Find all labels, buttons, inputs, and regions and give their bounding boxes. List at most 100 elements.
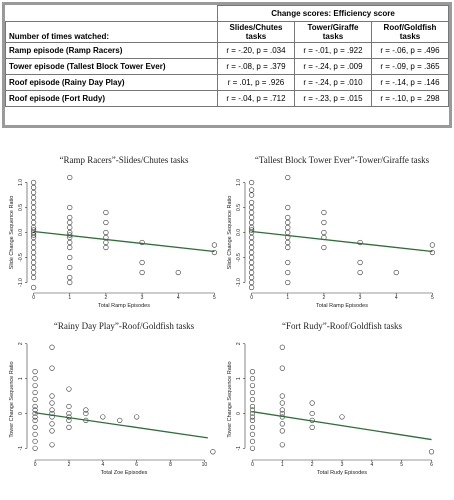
x-tick-label: 1: [281, 462, 284, 468]
point: [31, 254, 37, 261]
point: [249, 375, 256, 382]
y-tick-label: -1: [18, 446, 24, 451]
point: [175, 269, 181, 276]
point: [285, 239, 291, 246]
table-body: Ramp episode (Ramp Racers) r = -.20, p = …: [5, 42, 449, 107]
point: [31, 189, 37, 196]
column-header: Roof/Goldfish tasks: [371, 21, 449, 43]
point: [279, 393, 285, 399]
point: [285, 279, 291, 286]
point: [103, 219, 109, 226]
y-axis-label: Tower Change Sequence Ratio: [9, 361, 15, 437]
table-cell: r = -.01, p = .922: [294, 42, 372, 59]
x-tick-label: 1: [286, 295, 289, 301]
point: [49, 442, 55, 448]
point: [31, 224, 37, 231]
point: [67, 264, 73, 271]
point: [31, 194, 37, 201]
chart-title: “Rainy Day Play”-Roof/Goldfish tasks: [54, 321, 195, 331]
point: [279, 421, 285, 427]
point: [66, 410, 72, 417]
point: [32, 445, 38, 451]
x-tick-label: 2: [323, 295, 326, 301]
point: [67, 254, 73, 261]
y-axis-label: Slide Change Sequence Ratio: [227, 196, 233, 270]
point: [103, 209, 109, 216]
point: [31, 234, 37, 241]
y-tick-label: 2: [236, 342, 242, 345]
table-cell: r = -.20, p = .034: [217, 42, 295, 59]
point: [139, 259, 145, 266]
x-tick-label: 8: [169, 462, 172, 468]
point: [279, 400, 285, 406]
x-tick-label: 2: [105, 295, 108, 301]
point: [285, 259, 291, 266]
x-axis-label: Total Zoe Episodes: [101, 470, 148, 476]
column-header: Tower/Giraffe tasks: [294, 21, 372, 43]
x-tick-label: 2: [68, 462, 71, 468]
y-tick-label: 1: [18, 377, 24, 380]
point: [309, 410, 315, 417]
point: [357, 239, 363, 246]
table-cell: r = -.24, p = .010: [294, 74, 372, 91]
y-tick-label: -0.5: [18, 253, 24, 262]
point: [31, 264, 37, 271]
y-tick-label: 0.5: [236, 204, 242, 211]
point: [249, 424, 256, 430]
x-tick-label: 0: [250, 295, 253, 301]
point: [249, 214, 255, 221]
point: [249, 199, 255, 206]
point: [249, 179, 255, 186]
table-cell: r = -.24, p = .009: [294, 58, 372, 75]
point: [249, 187, 255, 193]
point: [32, 382, 38, 389]
y-tick-label: -1: [236, 446, 242, 451]
point: [249, 244, 255, 251]
point: [249, 224, 255, 231]
x-tick-label: 6: [135, 462, 138, 468]
point: [67, 224, 73, 231]
x-tick-label: 5: [213, 295, 216, 301]
point: [66, 386, 72, 392]
point: [309, 400, 315, 406]
x-tick-label: 3: [341, 462, 344, 468]
point: [49, 407, 55, 413]
point: [321, 229, 327, 236]
chart-title: “Tallest Block Tower Ever”-Tower/Giraffe…: [255, 155, 430, 165]
y-axis-label: Tower Change Sequence Ratio: [227, 361, 233, 437]
y-tick-label: 1: [236, 377, 242, 380]
y-tick-label: 2: [18, 342, 24, 345]
point: [249, 239, 255, 246]
point: [32, 396, 38, 403]
y-tick-label: -0.5: [236, 253, 242, 262]
point: [32, 417, 38, 424]
charts: “Ramp Racers”-Slides/Chutes tasks Total R…: [9, 155, 435, 476]
point: [249, 229, 255, 236]
point: [32, 407, 38, 413]
point: [67, 214, 73, 221]
point: [66, 403, 72, 410]
point: [210, 449, 216, 455]
point: [279, 365, 285, 371]
x-tick-label: 10: [202, 462, 208, 468]
x-tick-label: 0: [34, 462, 37, 468]
point: [31, 244, 37, 251]
point: [285, 214, 291, 221]
y-tick-label: 0.0: [18, 229, 24, 236]
point: [31, 199, 37, 206]
y-tick-label: 1.0: [18, 179, 24, 186]
row-label: Tower episode (Tallest Block Tower Ever): [5, 58, 218, 75]
point: [66, 424, 72, 430]
y-tick-label: -1.0: [236, 278, 242, 287]
fit-line: [34, 412, 208, 439]
point: [249, 396, 256, 403]
y-tick-label: 0: [236, 412, 242, 415]
point: [67, 219, 73, 226]
group-header: Change scores: Efficiency score: [217, 5, 449, 22]
x-axis-label: Total Ramp Episodes: [98, 303, 150, 309]
point: [249, 204, 255, 211]
x-tick-label: 3: [141, 295, 144, 301]
x-tick-label: 3: [359, 295, 362, 301]
point: [67, 244, 73, 251]
